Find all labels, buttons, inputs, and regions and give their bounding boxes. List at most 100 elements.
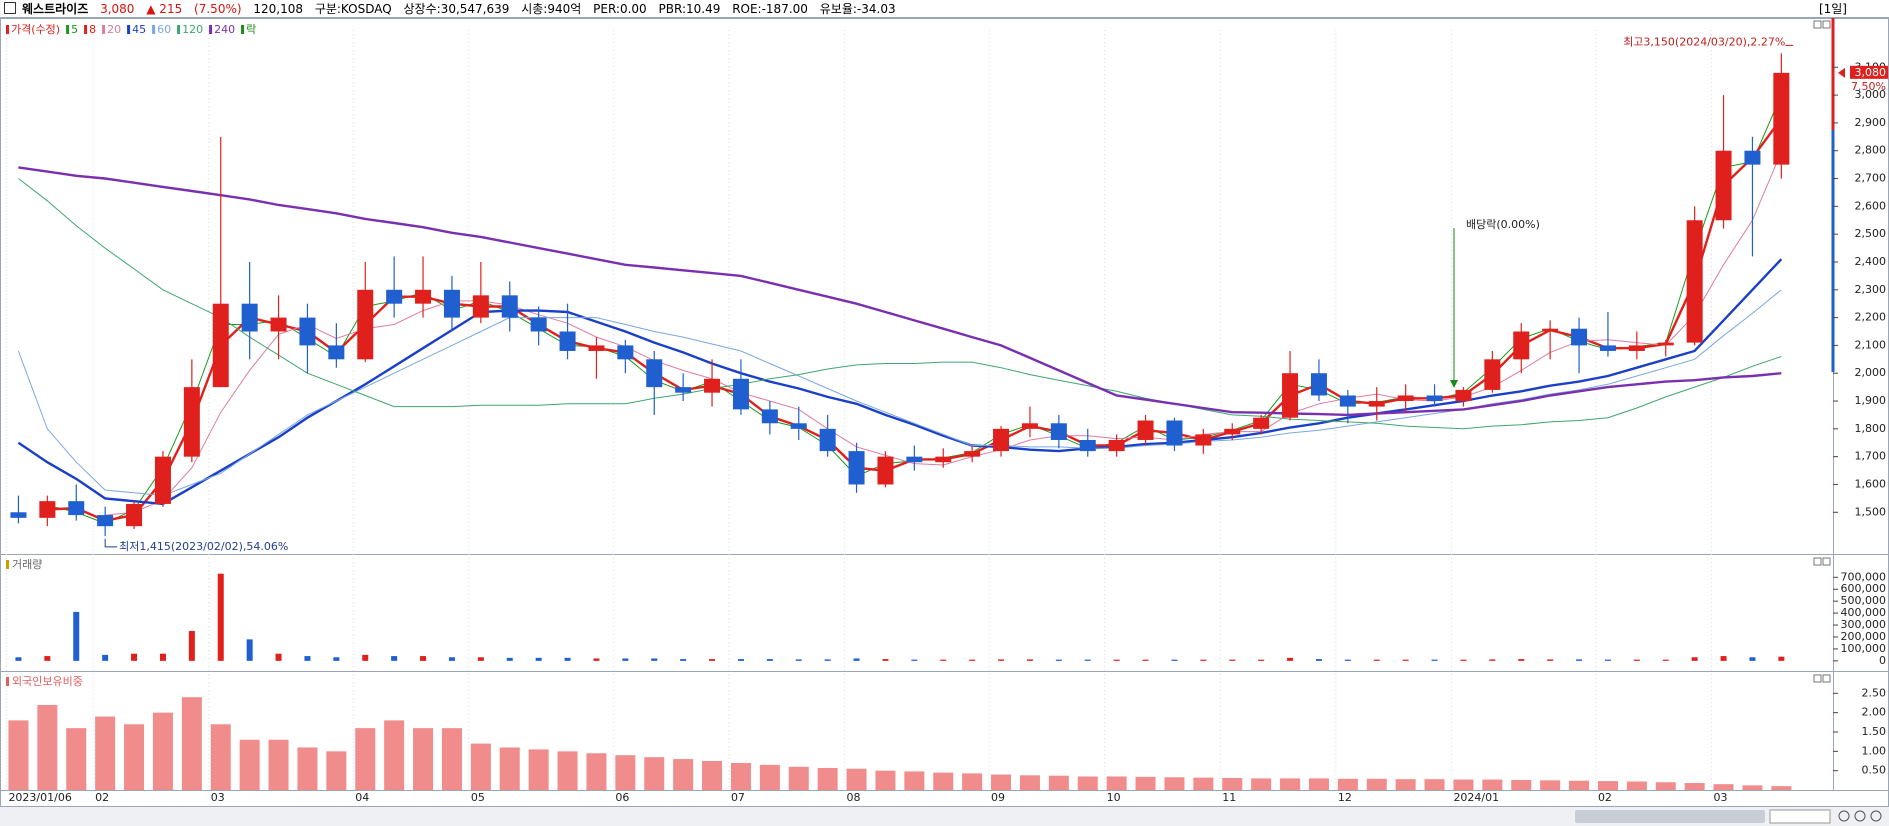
bar [95,716,116,790]
checkbox[interactable] [4,2,16,14]
bar [933,772,954,790]
bar [622,658,629,661]
candle-body [1599,345,1616,351]
bar [44,656,51,661]
legend-label: 8 [89,23,96,36]
bar [1308,778,1329,790]
bar [1366,778,1387,790]
candle-body [68,501,85,516]
bar [1460,659,1467,661]
candle-body [10,512,27,518]
bar [297,747,318,790]
market: 구분:KOSDAQ [314,2,392,16]
bar [152,712,173,790]
bar [131,653,138,661]
bar [904,771,925,790]
candle-body [472,295,489,318]
scroll-track[interactable] [0,807,1889,826]
candle-body [906,456,923,463]
candle-body [443,289,460,318]
candle-body [877,456,894,485]
panel-button[interactable] [1813,674,1822,683]
bar [1344,659,1351,661]
bar [1222,778,1243,790]
panel-frame [0,18,1889,807]
panel-title: 외국인보유비중 [12,675,83,688]
legend-label: 120 [182,23,203,36]
candle-body [1021,423,1038,429]
bar [1077,776,1098,790]
reserve: 유보율:-34.03 [819,2,896,16]
candle-body [126,503,143,527]
candle-body [935,456,952,463]
panel-button[interactable] [1822,674,1831,683]
bar [355,728,376,790]
header-bar: 웨스트라이즈 3,080 ▲ 215 (7.50%) 120,108 구분:KO… [0,0,1889,18]
bar [477,657,484,661]
candle-body [154,456,171,504]
bar [1395,779,1416,790]
candle-body [1166,420,1183,446]
bar [37,704,58,790]
bar [470,743,491,790]
bar [882,659,889,661]
zoom-icon[interactable] [1870,810,1882,822]
bar [362,654,369,661]
panel-button[interactable] [1822,557,1831,566]
y-tick-label: 1,700 [1855,450,1887,463]
scroll-thumb[interactable] [1575,810,1765,823]
bar [730,762,751,790]
panel-button[interactable] [1813,20,1822,29]
candle-body [1224,428,1241,435]
zoom-icon[interactable] [1854,810,1866,822]
bar [1684,783,1705,790]
candle-body [241,303,258,332]
candle-body [1455,389,1472,402]
candle-body [704,378,721,393]
y-tick-label: 400,000 [1841,606,1887,619]
zoom-icon[interactable] [1838,810,1850,822]
candle-body [1137,420,1154,440]
legend-label: 240 [214,23,235,36]
bar [1569,780,1590,790]
bar [702,761,723,790]
candle-body [675,387,692,393]
x-tick-label: 10 [1107,791,1121,804]
y-tick-label: 2,400 [1855,255,1887,268]
bar [499,747,520,790]
ma-line [18,166,1782,417]
bar [268,739,289,790]
bar [759,764,780,790]
panel-button[interactable] [1813,557,1822,566]
bar [326,751,347,790]
bar [969,659,976,661]
x-tick-label: 08 [847,791,861,804]
legend-swatch [102,25,106,34]
bar [217,573,224,661]
candle-body [1571,328,1588,346]
candle-body [183,387,200,457]
candle-body [1426,395,1443,402]
x-tick-label: 02 [1598,791,1612,804]
candle-body [559,331,576,351]
bar [1019,775,1040,790]
bar [181,697,202,790]
bar [1113,659,1120,661]
bar [1691,657,1698,661]
change-pct: (7.50%) [194,2,242,16]
candle-body [732,378,749,410]
period-button[interactable]: [1일] [1818,2,1847,16]
low-arrow [104,538,118,548]
x-tick-label: 05 [471,791,485,804]
zoom-slider[interactable] [1769,809,1831,824]
bar [586,753,607,790]
panel-button[interactable] [1822,20,1831,29]
bar [1778,656,1785,661]
y-tick-label: 0.50 [1862,764,1887,777]
candle-body [1397,395,1414,402]
legend-swatch [66,25,70,34]
candle-body [617,345,634,360]
x-tick-label: 02 [95,791,109,804]
bar [1193,777,1214,790]
bar [991,774,1012,790]
